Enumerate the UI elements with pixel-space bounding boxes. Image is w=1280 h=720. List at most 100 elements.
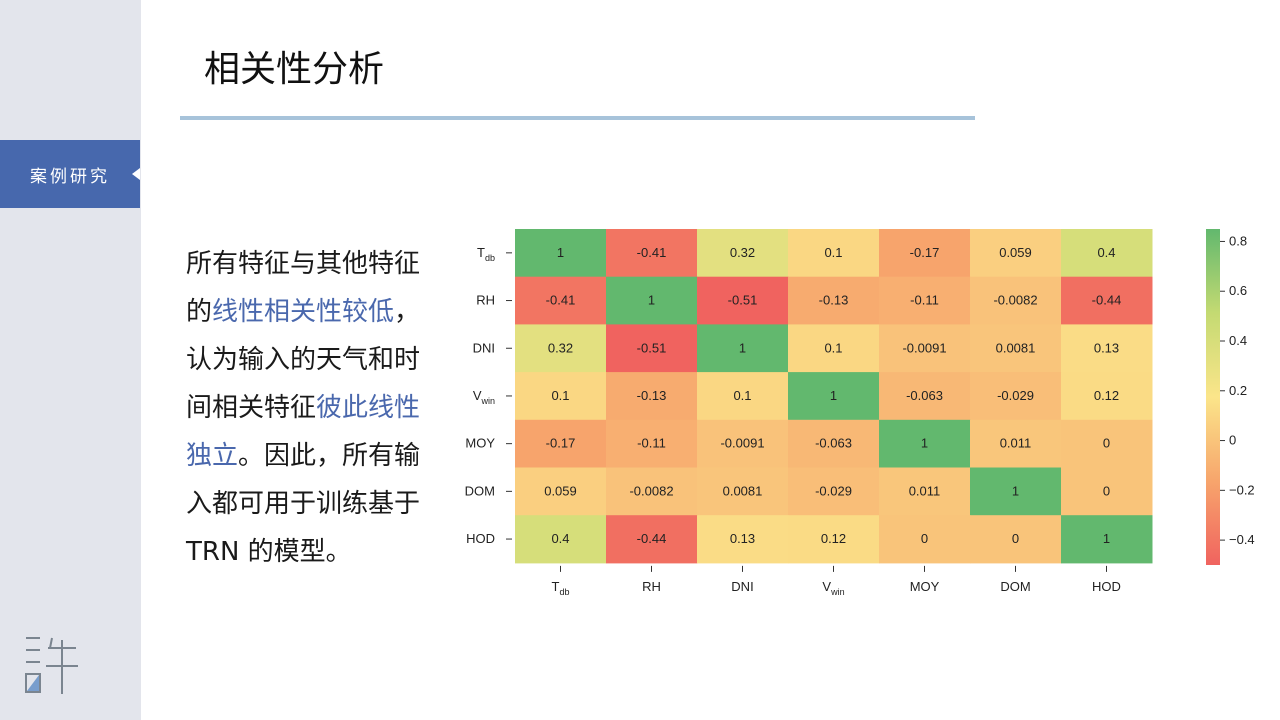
cell-value-label: 0.13 xyxy=(1094,340,1119,355)
heatmap-cell xyxy=(1061,467,1153,516)
cell-value-label: -0.17 xyxy=(910,245,940,260)
y-tick-label: MOY xyxy=(465,436,495,451)
heatmap-cell xyxy=(970,515,1062,564)
page-title: 相关性分析 xyxy=(204,49,385,90)
cell-value-label: 0.12 xyxy=(1094,388,1119,403)
cell-value-label: -0.0091 xyxy=(720,436,764,451)
cell-value-label: -0.0082 xyxy=(993,293,1037,308)
heatmap-cell xyxy=(1061,419,1153,468)
cell-value-label: 0 xyxy=(1103,483,1110,498)
heatmap-cell xyxy=(697,372,789,421)
heatmap-cell xyxy=(1061,372,1153,421)
cell-value-label: -0.13 xyxy=(819,293,849,308)
cell-value-label: -0.41 xyxy=(546,293,576,308)
heatmap-cell xyxy=(788,372,880,421)
heatmap-cell xyxy=(697,419,789,468)
cell-value-label: -0.44 xyxy=(637,531,667,546)
colorbar-tick-label: 0.8 xyxy=(1229,233,1247,248)
heatmap-cell xyxy=(515,372,607,421)
heatmap-cell xyxy=(515,467,607,516)
heatmap-cell xyxy=(697,324,789,373)
colorbar-tick-label: 0 xyxy=(1229,433,1236,448)
cell-value-label: 1 xyxy=(1103,531,1110,546)
heatmap-cell xyxy=(970,324,1062,373)
cell-value-label: 0.1 xyxy=(733,388,751,403)
logo-glyph xyxy=(25,637,78,694)
heatmap-cell xyxy=(879,276,971,325)
cell-value-label: -0.063 xyxy=(815,436,852,451)
cell-value-label: 0.1 xyxy=(824,340,842,355)
heatmap-cell xyxy=(606,515,698,564)
cell-value-label: 0.1 xyxy=(824,245,842,260)
y-tick-label: DNI xyxy=(473,340,495,355)
cell-value-label: 0.059 xyxy=(544,483,577,498)
body-highlight-1: 线性相关性较低 xyxy=(212,297,395,327)
heatmap-cell xyxy=(606,276,698,325)
body-paragraph: 所有特征与其他特征的线性相关性较低，认为输入的天气和时间相关特征彼此线性独立。因… xyxy=(186,240,436,576)
cell-value-label: 0 xyxy=(1012,531,1019,546)
colorbar xyxy=(1206,229,1220,565)
heatmap-cell xyxy=(788,467,880,516)
heatmap-cell xyxy=(697,229,789,278)
colorbar-tick-label: 0.4 xyxy=(1229,333,1247,348)
sidebar xyxy=(0,0,141,720)
heatmap-cell xyxy=(970,229,1062,278)
heatmap-cell xyxy=(515,276,607,325)
heatmap-cell xyxy=(788,229,880,278)
x-tick-label: DOM xyxy=(1000,579,1030,594)
cell-value-label: 0 xyxy=(1103,436,1110,451)
heatmap-cell xyxy=(606,467,698,516)
cell-value-label: 0.4 xyxy=(1097,245,1115,260)
cell-value-label: 0.1 xyxy=(551,388,569,403)
cell-value-label: 0.32 xyxy=(730,245,755,260)
cell-value-label: -0.11 xyxy=(910,293,939,308)
heatmap-cell xyxy=(1061,276,1153,325)
cell-value-label: 1 xyxy=(557,245,564,260)
colorbar-tick-label: 0.2 xyxy=(1229,383,1247,398)
heatmap-cell xyxy=(879,372,971,421)
cell-value-label: -0.11 xyxy=(637,436,666,451)
cell-value-label: -0.0082 xyxy=(629,483,673,498)
cell-value-label: 1 xyxy=(648,293,655,308)
cell-value-label: -0.13 xyxy=(637,388,667,403)
body-highlight-2: 彼此线性独立 xyxy=(186,393,421,471)
x-tick-label: MOY xyxy=(910,579,940,594)
heatmap-cell xyxy=(515,515,607,564)
x-tick-label: Vwin xyxy=(822,579,844,597)
heatmap-cell xyxy=(697,515,789,564)
heatmap-cell xyxy=(970,276,1062,325)
title-divider xyxy=(180,116,975,120)
cell-value-label: -0.0091 xyxy=(902,340,946,355)
body-text-3: 。因此，所有输入都可用于训练基于TRN 的模型。 xyxy=(186,441,421,567)
body-text-2: ，认为输入的天气和时间相关特征 xyxy=(186,297,421,423)
cell-value-label: 1 xyxy=(830,388,837,403)
section-tab-case-study[interactable]: 案例研究 xyxy=(0,140,140,208)
heatmap-cell xyxy=(879,515,971,564)
heatmap-cell xyxy=(606,419,698,468)
x-tick-label: DNI xyxy=(731,579,753,594)
cell-value-label: 1 xyxy=(1012,483,1019,498)
cell-value-label: 0.0081 xyxy=(723,483,763,498)
heatmap-cell xyxy=(515,229,607,278)
colorbar-tick-label: −0.4 xyxy=(1229,532,1255,547)
heatmap-cell xyxy=(606,324,698,373)
body-text-1: 所有特征与其他特征的 xyxy=(186,249,421,327)
heatmap-cell xyxy=(970,419,1062,468)
cell-value-label: -0.029 xyxy=(997,388,1034,403)
heatmap-cell xyxy=(697,467,789,516)
cell-value-label: -0.44 xyxy=(1092,293,1122,308)
tab-notch-icon xyxy=(132,168,140,180)
y-tick-label: DOM xyxy=(465,483,495,498)
y-tick-label: RH xyxy=(476,293,495,308)
heatmap-cell xyxy=(879,324,971,373)
heatmap-cell xyxy=(788,276,880,325)
heatmap-cell xyxy=(515,324,607,373)
heatmap-cell xyxy=(970,372,1062,421)
heatmap-cell xyxy=(788,419,880,468)
cell-value-label: 0.011 xyxy=(909,483,941,498)
heatmap-cell xyxy=(879,229,971,278)
cell-value-label: -0.51 xyxy=(637,340,667,355)
colorbar-tick-label: −0.2 xyxy=(1229,482,1255,497)
cell-value-label: 0.0081 xyxy=(996,340,1036,355)
cell-value-label: 0 xyxy=(921,531,928,546)
